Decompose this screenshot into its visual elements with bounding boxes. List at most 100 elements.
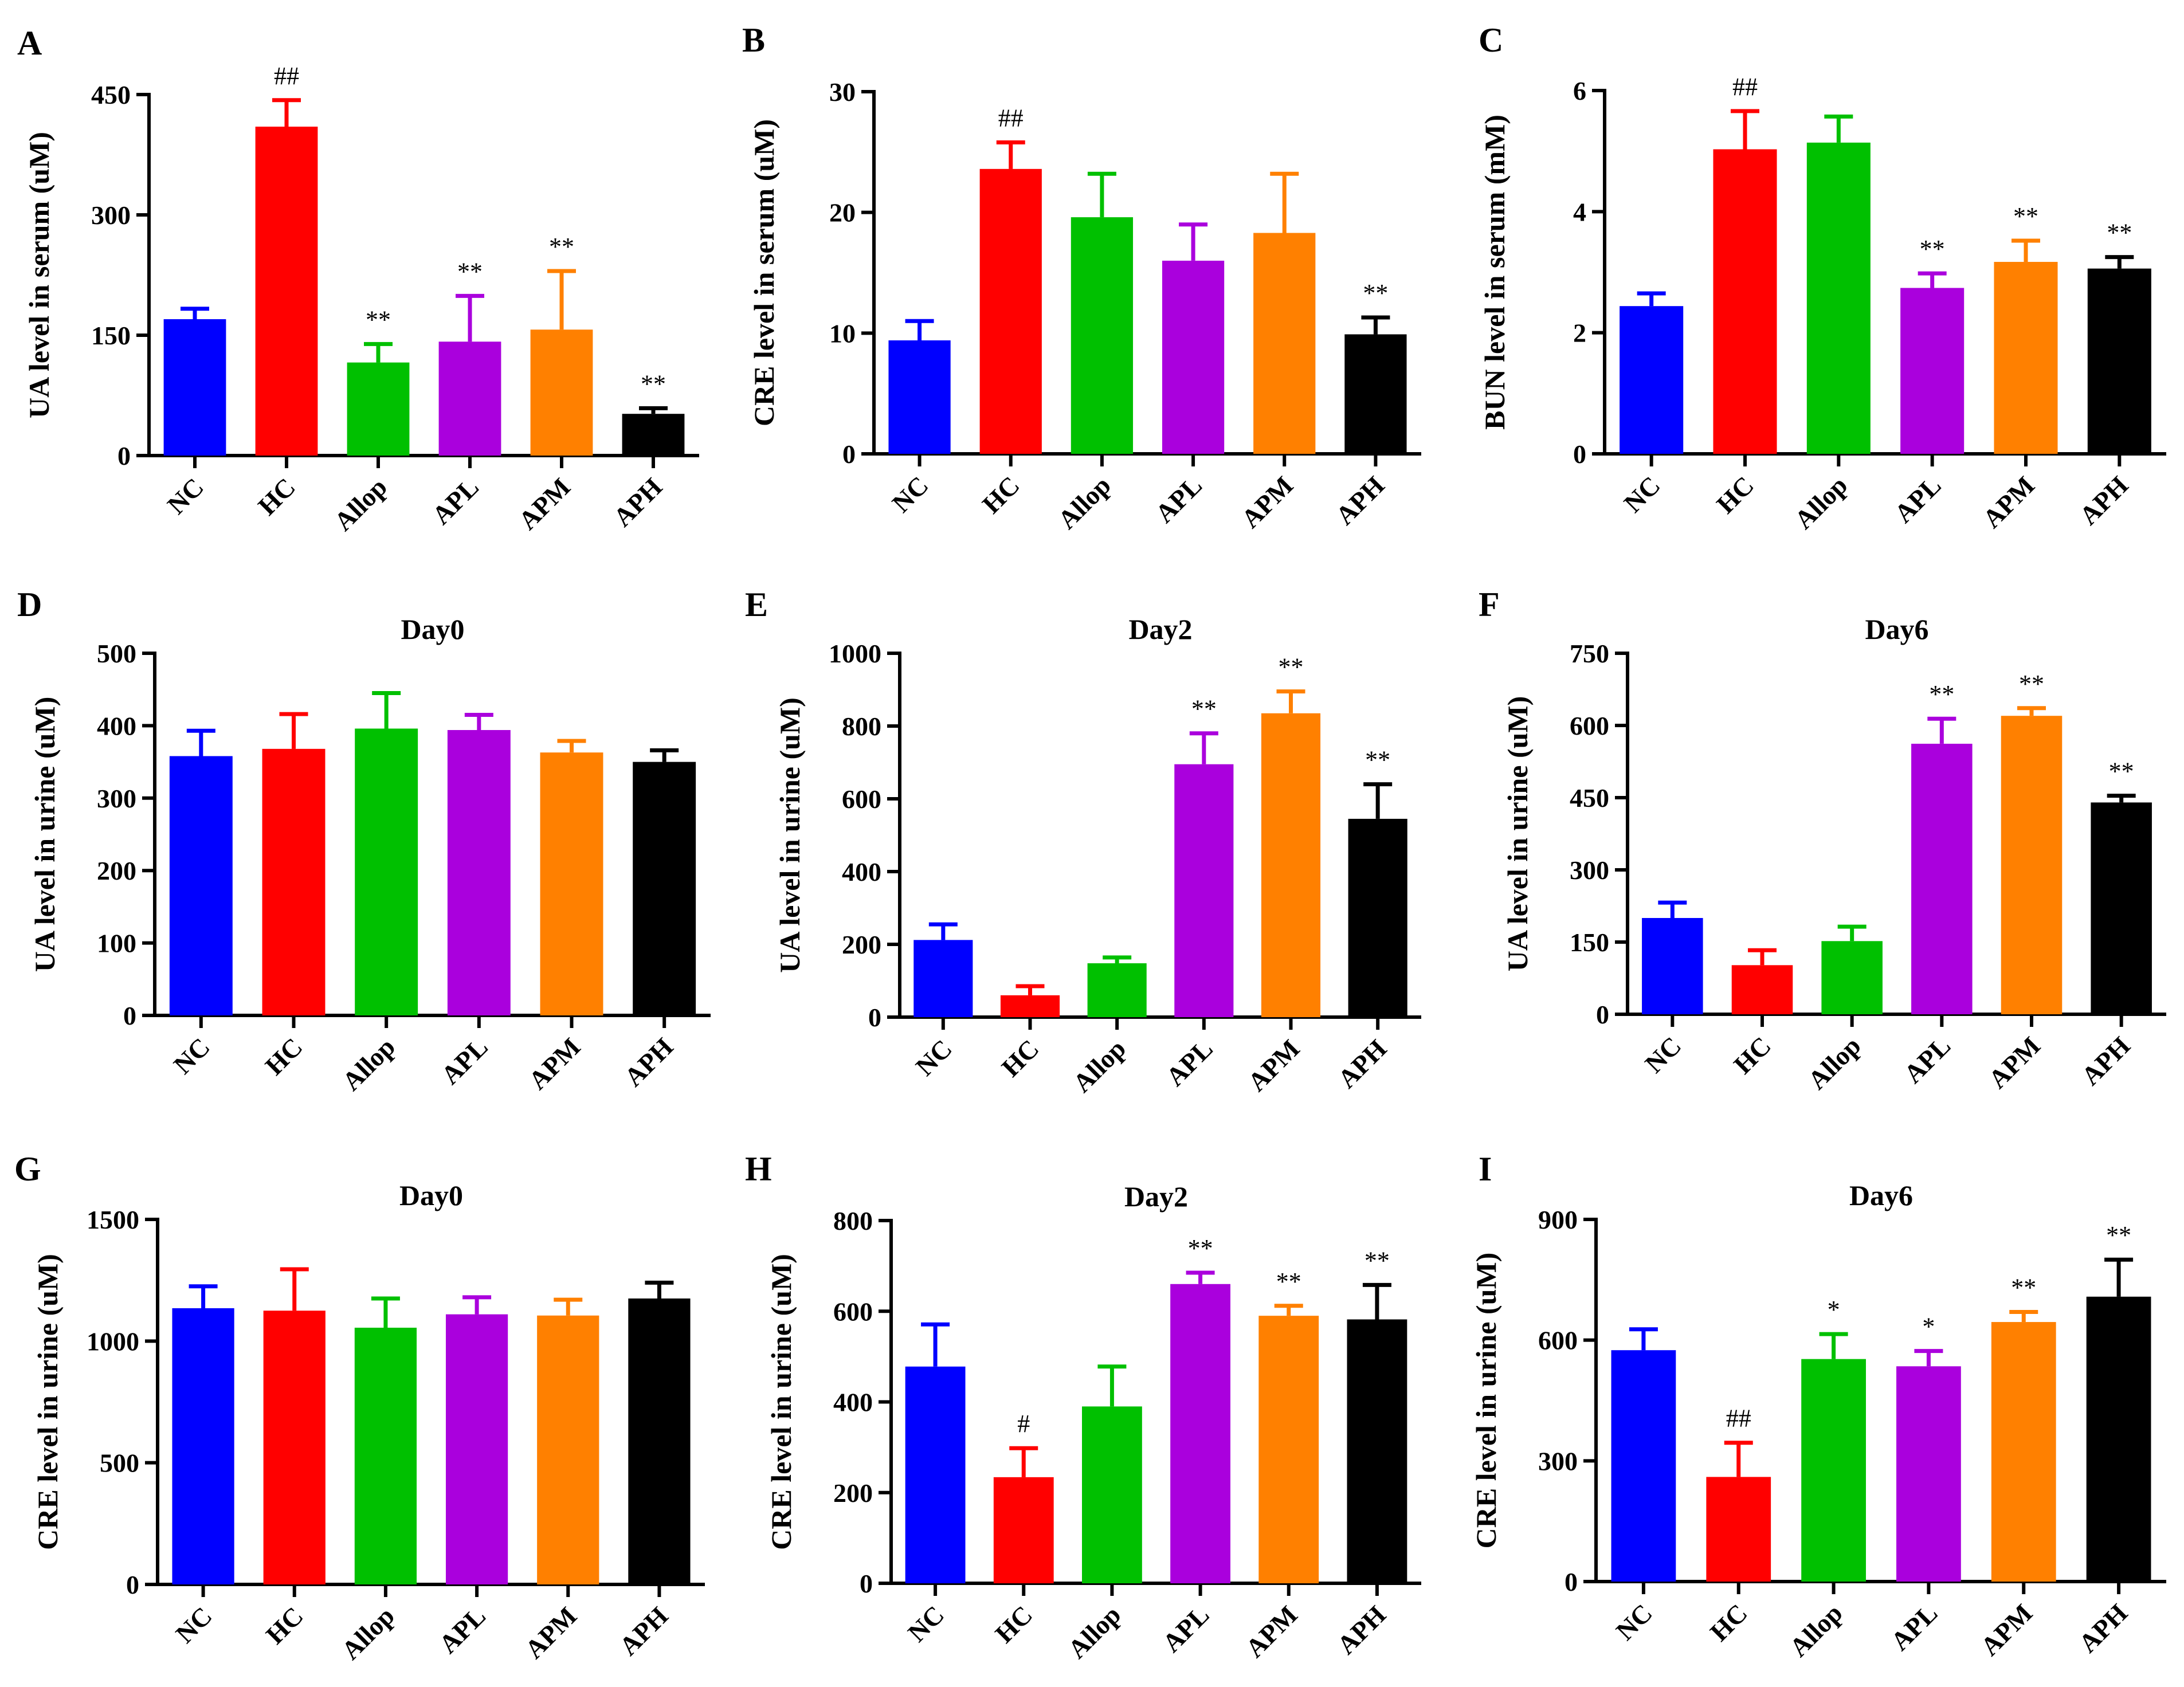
y-tick-label: 0	[842, 440, 856, 469]
bar-hc	[1000, 995, 1060, 1017]
y-axis-label: CRE level in urine (uM)	[32, 1254, 64, 1550]
significance-marker: **	[1188, 1234, 1213, 1262]
significance-marker: **	[641, 370, 666, 398]
significance-marker: **	[1929, 680, 1954, 708]
y-tick-label: 300	[1538, 1446, 1578, 1476]
chart-panel-i: I Day6 CRE level in urine (uM) 0 300 600 900 NC…	[1470, 1150, 2166, 1662]
significance-marker: **	[1363, 279, 1388, 307]
x-tick-label: APL	[1885, 1598, 1943, 1656]
chart-panel-e: E Day2 UA level in urine (uM) 0 200 400 600 800…	[745, 586, 1421, 1098]
bar-apm	[530, 329, 593, 456]
panel-letter: E	[745, 586, 768, 623]
x-tick-label: Allop	[336, 1032, 401, 1096]
y-tick-label: 900	[1538, 1205, 1578, 1234]
y-tick-label: 0	[860, 1569, 873, 1598]
chart-panel-a: A UA level in serum (uM) 0 150 300 450 NC HC ## A…	[17, 24, 699, 536]
x-tick-label: HC	[977, 470, 1025, 519]
bar-apl	[1162, 260, 1225, 454]
significance-marker: **	[2011, 1274, 2036, 1302]
x-tick-label: APM	[513, 472, 576, 535]
x-tick-label: NC	[910, 1034, 958, 1081]
panel-title: Day6	[1849, 1179, 1913, 1211]
x-tick-label: APL	[1889, 470, 1947, 528]
x-tick-label: Allop	[1784, 1598, 1848, 1662]
x-tick-label: APH	[1331, 1600, 1391, 1660]
significance-marker: **	[1365, 746, 1390, 774]
panel-title: Day2	[1124, 1180, 1188, 1213]
x-tick-label: APL	[426, 472, 484, 530]
x-tick-label: Allop	[328, 472, 393, 536]
y-axis-label: UA level in urine (uM)	[29, 697, 61, 972]
significance-marker: **	[2107, 219, 2132, 247]
x-tick-label: HC	[989, 1600, 1038, 1649]
bar-apm	[1991, 1322, 2056, 1582]
x-tick-label: APH	[619, 1032, 679, 1092]
bar-aph	[1344, 334, 1407, 454]
bar-nc	[1620, 306, 1684, 454]
bar-allop	[1071, 217, 1134, 454]
panel-letter: B	[742, 21, 765, 59]
x-tick-label: NC	[162, 472, 209, 520]
bar-nc	[888, 340, 951, 454]
y-axis-label: UA level in urine (uM)	[1501, 696, 1534, 972]
panel-title: Day2	[1128, 613, 1192, 645]
x-tick-label: APH	[607, 472, 668, 532]
x-tick-label: APL	[1160, 1034, 1218, 1092]
y-tick-label: 30	[829, 77, 856, 107]
significance-marker: **	[2013, 202, 2038, 230]
significance-marker: **	[1279, 653, 1304, 681]
significance-marker: #	[1017, 1410, 1030, 1438]
y-axis-label: UA level in urine (uM)	[774, 697, 806, 973]
x-tick-label: APM	[1975, 1598, 2038, 1661]
y-axis-label: BUN level in serum (mM)	[1479, 115, 1511, 430]
y-tick-label: 600	[842, 784, 881, 814]
bar-apl	[1900, 288, 1965, 454]
x-tick-label: HC	[1728, 1031, 1777, 1080]
y-tick-label: 450	[1570, 783, 1609, 813]
y-tick-label: 0	[1596, 1000, 1609, 1029]
bar-hc	[1713, 149, 1777, 454]
x-tick-label: Allop	[1067, 1034, 1131, 1098]
bar-hc	[255, 127, 318, 456]
x-tick-label: Allop	[1789, 470, 1853, 535]
x-tick-label: APM	[1236, 470, 1299, 533]
bar-nc	[905, 1366, 966, 1583]
chart-panel-d: D Day0 UA level in urine (uM) 0 100 200 300 400…	[17, 586, 711, 1096]
bar-allop	[347, 362, 410, 456]
y-tick-label: 0	[868, 1003, 881, 1032]
y-tick-label: 800	[842, 712, 881, 741]
bar-aph	[2086, 1296, 2151, 1582]
x-tick-label: APL	[1150, 470, 1207, 528]
y-tick-label: 400	[97, 711, 136, 740]
x-tick-label: APH	[2076, 1031, 2136, 1091]
bar-apl	[1911, 743, 1973, 1014]
significance-marker: *	[1828, 1296, 1840, 1324]
bar-aph	[1347, 1319, 1407, 1583]
significance-marker: ##	[1732, 73, 1758, 101]
bar-hc	[979, 168, 1042, 454]
y-axis-label: UA level in serum (uM)	[23, 132, 55, 418]
bar-allop	[1087, 963, 1147, 1017]
y-tick-label: 10	[829, 319, 856, 348]
significance-marker: **	[549, 233, 574, 261]
bar-nc	[1642, 918, 1703, 1014]
x-tick-label: NC	[902, 1600, 950, 1647]
chart-panel-c: C BUN level in serum (mM) 0 2 4 6 NC HC ## Allop A…	[1479, 21, 2166, 535]
bar-aph	[2087, 268, 2151, 454]
y-tick-label: 750	[1570, 639, 1609, 668]
x-tick-label: APH	[1330, 470, 1390, 531]
y-tick-label: 1500	[87, 1205, 139, 1234]
significance-marker: ##	[998, 104, 1024, 132]
bar-apm	[1253, 233, 1316, 454]
y-tick-label: 500	[97, 639, 136, 668]
y-tick-label: 400	[833, 1388, 873, 1417]
bar-nc	[913, 940, 973, 1017]
x-tick-label: Allop	[1062, 1600, 1126, 1664]
y-tick-label: 200	[842, 930, 881, 959]
bar-aph	[628, 1298, 691, 1584]
y-axis-label: CRE level in urine (uM)	[765, 1254, 797, 1550]
bar-aph	[1348, 818, 1407, 1017]
bar-apl	[438, 342, 501, 456]
bar-apl	[1896, 1366, 1961, 1582]
bar-allop	[354, 1327, 417, 1584]
